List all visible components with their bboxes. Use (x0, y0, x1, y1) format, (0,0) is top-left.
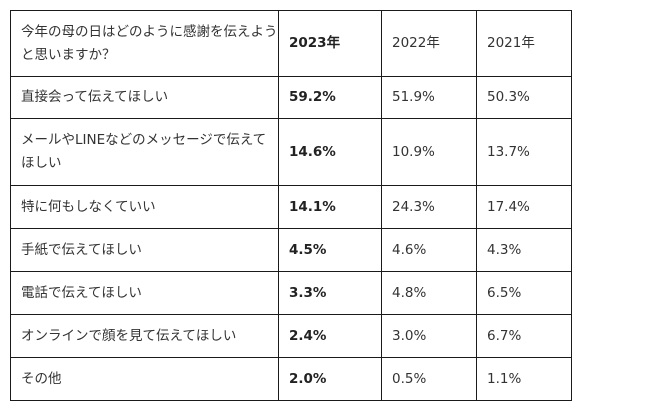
value-2023: 4.5% (278, 228, 382, 272)
header-row: 今年の母の日はどのように感謝を伝えようと思いますか？ 2023年 2022年 2… (10, 10, 572, 77)
table-row: 特に何もしなくていい 14.1% 24.3% 17.4% (10, 185, 572, 229)
row-label: 直接会って伝えてほしい (10, 76, 279, 119)
table-row: メールやLINEなどのメッセージで伝えてほしい 14.6% 10.9% 13.7… (10, 118, 572, 186)
value-2022: 51.9% (381, 76, 477, 119)
row-label: オンラインで顔を見て伝えてほしい (10, 314, 279, 358)
value-2021: 6.5% (476, 271, 572, 315)
question-header: 今年の母の日はどのように感謝を伝えようと思いますか？ (10, 10, 279, 77)
row-label: 電話で伝えてほしい (10, 271, 279, 315)
value-2023: 2.0% (278, 357, 382, 401)
row-label: メールやLINEなどのメッセージで伝えてほしい (10, 118, 279, 186)
value-2021: 13.7% (476, 118, 572, 186)
value-2023: 14.6% (278, 118, 382, 186)
table-row: 手紙で伝えてほしい 4.5% 4.6% 4.3% (10, 228, 572, 272)
row-label: その他 (10, 357, 279, 401)
value-2023: 14.1% (278, 185, 382, 229)
table-row: その他 2.0% 0.5% 1.1% (10, 357, 572, 401)
value-2022: 4.8% (381, 271, 477, 315)
value-2022: 10.9% (381, 118, 477, 186)
table-row: オンラインで顔を見て伝えてほしい 2.4% 3.0% 6.7% (10, 314, 572, 358)
value-2021: 17.4% (476, 185, 572, 229)
value-2021: 6.7% (476, 314, 572, 358)
value-2021: 50.3% (476, 76, 572, 119)
table-row: 直接会って伝えてほしい 59.2% 51.9% 50.3% (10, 76, 572, 119)
year-2021-header: 2021年 (476, 10, 572, 77)
year-2023-header: 2023年 (278, 10, 382, 77)
value-2023: 3.3% (278, 271, 382, 315)
value-2023: 2.4% (278, 314, 382, 358)
year-2022-header: 2022年 (381, 10, 477, 77)
value-2022: 4.6% (381, 228, 477, 272)
value-2022: 0.5% (381, 357, 477, 401)
value-2021: 1.1% (476, 357, 572, 401)
table-row: 電話で伝えてほしい 3.3% 4.8% 6.5% (10, 271, 572, 315)
value-2023: 59.2% (278, 76, 382, 119)
survey-table: 今年の母の日はどのように感謝を伝えようと思いますか？ 2023年 2022年 2… (10, 10, 572, 401)
value-2022: 3.0% (381, 314, 477, 358)
row-label: 手紙で伝えてほしい (10, 228, 279, 272)
value-2022: 24.3% (381, 185, 477, 229)
value-2021: 4.3% (476, 228, 572, 272)
row-label: 特に何もしなくていい (10, 185, 279, 229)
